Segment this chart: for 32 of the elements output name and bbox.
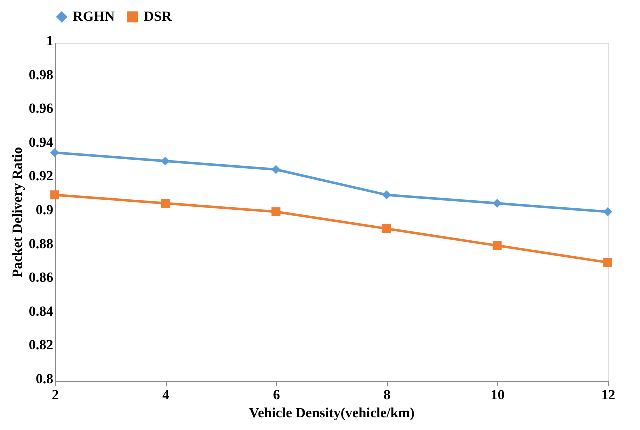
- x-tick-label: 8: [384, 388, 391, 404]
- x-tick-label: 10: [490, 388, 505, 404]
- point: [161, 156, 170, 166]
- point: [604, 208, 612, 216]
- point: [161, 199, 170, 208]
- point: [50, 190, 60, 200]
- x-tick-label: 12: [602, 388, 616, 404]
- point: [50, 148, 60, 158]
- y-tick-label: 0.8: [36, 372, 54, 388]
- y-tick-label: 0.84: [29, 304, 54, 320]
- x-tick-label: 6: [273, 388, 280, 404]
- legend-label: DSR: [144, 10, 173, 26]
- y-tick-label: 0.94: [29, 136, 54, 151]
- y-tick-label: 1: [46, 34, 54, 50]
- x-tick-label: 4: [162, 388, 170, 404]
- y-tick-label: 0.86: [29, 271, 54, 286]
- y-axis-title: Packet Delivery Ratio: [11, 147, 26, 278]
- point: [382, 190, 392, 200]
- point: [272, 208, 281, 216]
- y-tick-label: 0.88: [29, 237, 54, 252]
- point: [604, 258, 612, 268]
- point: [272, 165, 281, 174]
- y-tick-label: 0.92: [29, 170, 54, 185]
- point: [492, 241, 502, 250]
- x-axis-title: Vehicle Density(vehicle/km): [249, 406, 416, 422]
- y-tick-label: 0.9: [36, 204, 54, 218]
- x-tick-label: 2: [52, 388, 59, 404]
- point: [382, 224, 392, 234]
- y-tick-label: 0.96: [29, 102, 54, 118]
- legend-label: RGHN: [73, 10, 115, 26]
- y-tick-label: 0.82: [29, 338, 54, 354]
- y-tick-label: 0.98: [29, 68, 54, 84]
